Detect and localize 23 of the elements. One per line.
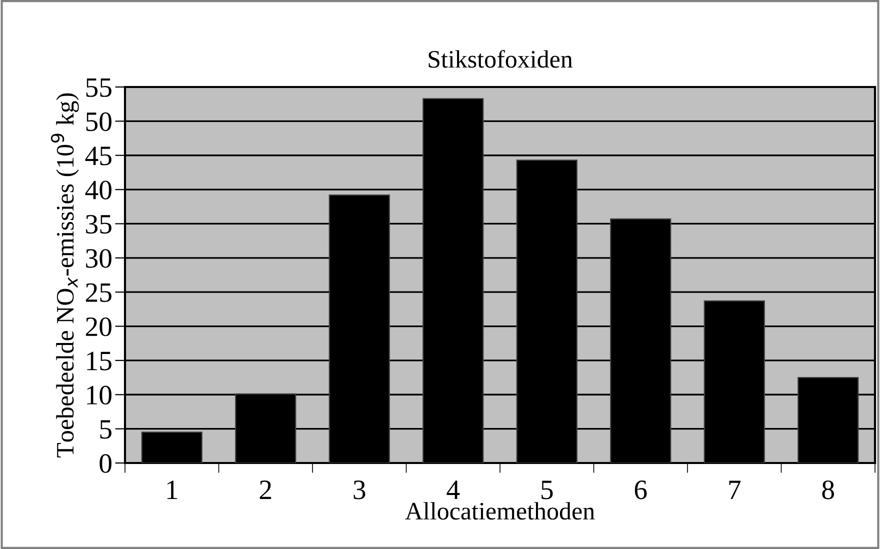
x-tick-label: 6 [634,480,647,500]
x-axis-title: Allocatiemethoden [405,502,595,520]
x-tick-label: 1 [167,480,178,499]
y-tick-label: 25 [86,283,112,302]
x-tick-label: 3 [354,480,366,500]
x-tick-label: 2 [260,480,272,499]
y-tick-label: 30 [86,249,112,268]
y-tick-label: 55 [86,78,112,97]
y-tick-label: 45 [85,146,112,166]
x-tick-label: 8 [822,480,834,500]
y-tick-label: 20 [86,317,112,336]
x-tick-label: 7 [729,480,741,499]
y-tick-label: 50 [86,112,112,132]
y-tick-label: 40 [85,180,112,200]
y-tick-label: 35 [86,214,112,234]
chart-title: Stikstofoxiden [428,50,573,68]
y-tick-label: 0 [100,454,112,473]
y-axis-title: Toebedeelde NO$_{x}$-emissies (10$^{9}$ kg) [50,93,79,458]
y-tick-label: 10 [87,386,112,405]
x-tick-label: 5 [542,480,553,500]
y-tick-label: 15 [87,352,112,370]
y-tick-label: 5 [100,420,112,439]
x-tick-label: 4 [446,480,460,499]
